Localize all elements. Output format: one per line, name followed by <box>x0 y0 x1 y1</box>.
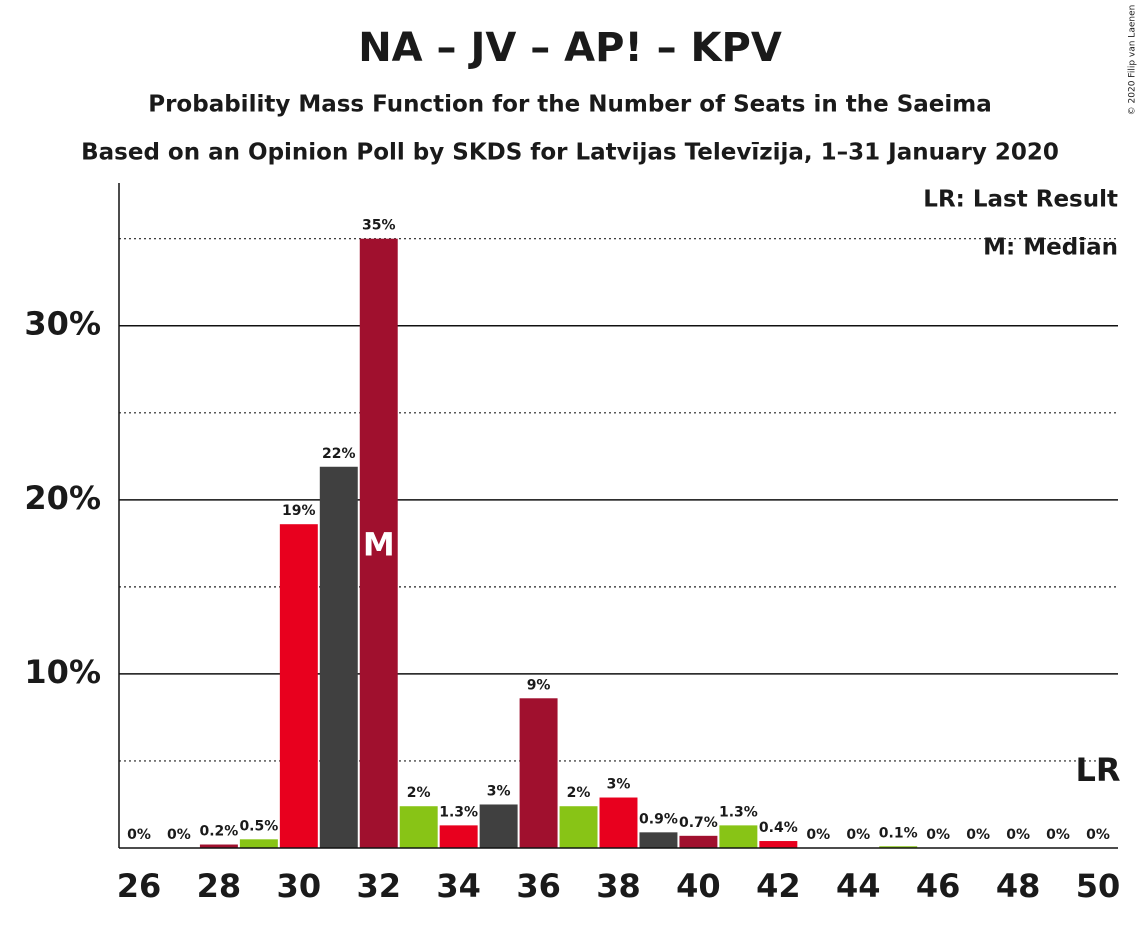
data-label: 35% <box>362 218 396 234</box>
data-label: 22% <box>322 446 356 462</box>
data-label: 3% <box>487 783 511 799</box>
data-label: 1.3% <box>719 804 758 820</box>
data-label: 0.1% <box>879 825 918 841</box>
x-tick-label: 34 <box>436 867 481 905</box>
data-label: 3% <box>607 777 631 793</box>
data-label: 0.9% <box>639 811 678 827</box>
x-tick-label: 28 <box>197 867 242 905</box>
bar <box>359 238 398 849</box>
x-tick-label: 36 <box>516 867 561 905</box>
data-label: 0% <box>846 827 870 843</box>
bar <box>599 797 638 848</box>
data-label: 1.3% <box>439 804 478 820</box>
x-tick-label: 42 <box>756 867 801 905</box>
legend-entry: LR: Last Result <box>923 187 1118 213</box>
data-label: 0% <box>1006 827 1030 843</box>
copyright: © 2020 Filip van Laenen <box>1128 5 1138 116</box>
bar <box>399 806 438 848</box>
data-label: 0% <box>926 827 950 843</box>
x-tick-label: 44 <box>836 867 881 905</box>
data-label: 0.4% <box>759 820 798 836</box>
chart-title: NA – JV – AP! – KPV <box>358 25 782 71</box>
y-tick-label: 10% <box>24 653 101 691</box>
x-tick-label: 46 <box>916 867 961 905</box>
x-tick-label: 26 <box>117 867 162 905</box>
x-tick-label: 50 <box>1076 867 1121 905</box>
data-label: 0% <box>127 827 151 843</box>
bar <box>879 846 918 848</box>
chart-subtitle: Probability Mass Function for the Number… <box>148 92 992 118</box>
data-label: 0% <box>1086 827 1110 843</box>
bar <box>199 844 238 848</box>
data-label: 9% <box>527 677 551 693</box>
data-label: 0.2% <box>199 824 238 840</box>
x-tick-label: 30 <box>277 867 322 905</box>
data-label: 19% <box>282 503 316 519</box>
bar <box>479 804 518 848</box>
x-tick-label: 32 <box>356 867 401 905</box>
median-marker: M <box>363 526 395 564</box>
y-tick-label: 20% <box>24 479 101 517</box>
bar <box>639 832 678 848</box>
x-tick-label: 40 <box>676 867 721 905</box>
data-label: 0% <box>167 827 191 843</box>
bar <box>679 835 718 848</box>
bar <box>239 839 278 848</box>
data-label: 0% <box>1046 827 1070 843</box>
data-label: 0% <box>806 827 830 843</box>
bar <box>439 825 478 848</box>
bar <box>519 698 558 848</box>
bar <box>759 841 798 848</box>
data-label: 0.7% <box>679 815 718 831</box>
data-label: 2% <box>407 785 431 801</box>
bar <box>279 524 318 848</box>
x-tick-label: 48 <box>996 867 1041 905</box>
bar <box>319 466 358 848</box>
y-tick-label: 30% <box>24 305 101 343</box>
data-label: 2% <box>567 785 591 801</box>
data-label: 0.5% <box>239 818 278 834</box>
last-result-marker: LR <box>1076 751 1121 789</box>
x-tick-label: 38 <box>596 867 641 905</box>
chart-subtitle: Based on an Opinion Poll by SKDS for Lat… <box>81 140 1059 166</box>
bar <box>719 825 758 848</box>
bar <box>559 806 598 848</box>
data-label: 0% <box>966 827 990 843</box>
